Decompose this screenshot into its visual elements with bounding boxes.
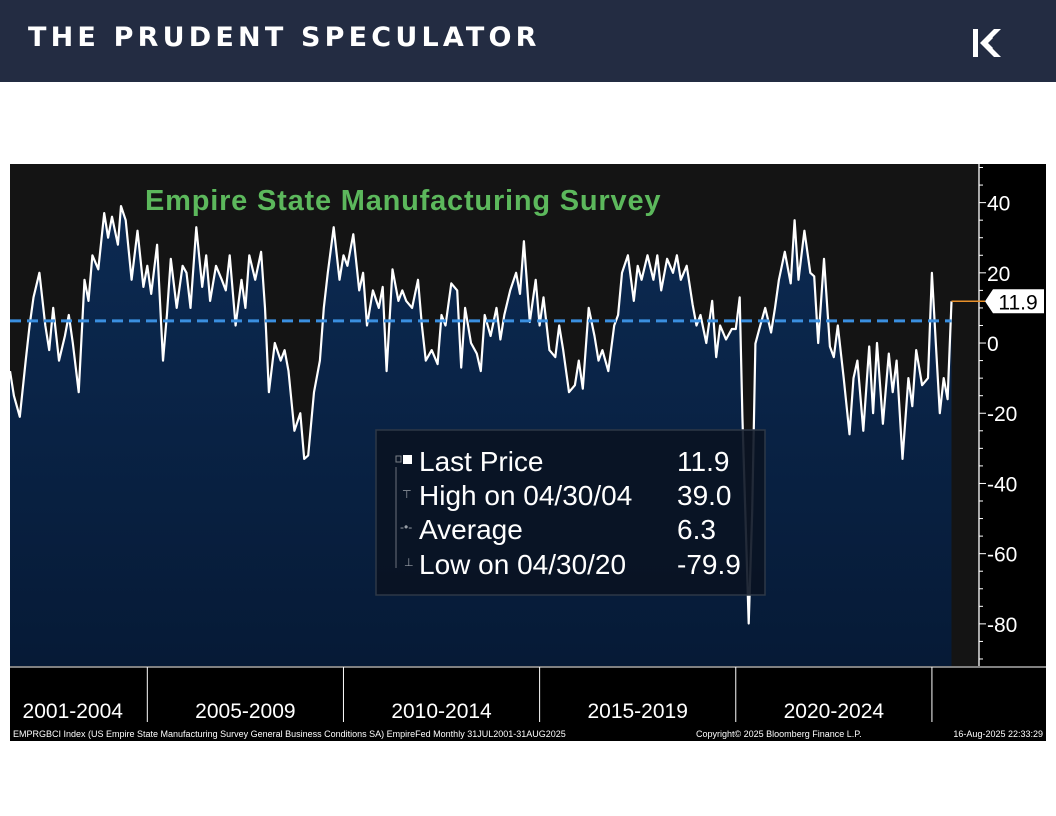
footer-source: EMPRGBCI Index (US Empire State Manufact… <box>13 729 566 739</box>
legend-value-high: 39.0 <box>677 480 732 511</box>
legend-box: ⊤ -•- ⊥ Last Price 11.9 High on 04/30/04… <box>375 429 766 596</box>
y-tick-label: -80 <box>987 614 1017 637</box>
legend-value-last: 11.9 <box>677 446 729 477</box>
y-tick-label: -60 <box>987 544 1017 567</box>
legend-label-high: High on 04/30/04 <box>419 480 632 511</box>
last-value-label: 11.9 <box>998 291 1037 314</box>
brand-title: THE PRUDENT SPECULATOR <box>28 22 541 53</box>
y-tick-label: -20 <box>987 403 1017 426</box>
legend-average-marker: -•- <box>400 520 412 534</box>
empire-state-chart: 40 20 0 -20 -40 -60 -80 2001-2004 2005-2009 2010… <box>8 164 1046 739</box>
y-tick-label: 0 <box>987 333 999 356</box>
x-period-label: 2010-2014 <box>391 700 492 723</box>
legend-last-marker <box>403 455 412 464</box>
header-bar: THE PRUDENT SPECULATOR <box>0 0 1056 82</box>
tps-monogram-icon <box>973 29 1001 57</box>
x-period-label: 2005-2009 <box>195 700 295 723</box>
series-line <box>8 204 953 625</box>
y-tick-label: -40 <box>987 473 1017 496</box>
legend-label-last: Last Price <box>419 446 544 477</box>
legend-low-marker: ⊥ <box>404 557 414 569</box>
x-period-label: 2001-2004 <box>23 700 124 723</box>
legend-value-low: -79.9 <box>677 549 741 580</box>
chart-panel: 40 20 0 -20 -40 -60 -80 2001-2004 2005-2009 2010… <box>8 164 1046 741</box>
x-period-label: 2020-2024 <box>784 700 885 723</box>
y-tick-label: 20 <box>987 263 1010 286</box>
y-tick-label: 40 <box>987 193 1010 216</box>
legend-value-average: 6.3 <box>677 514 716 545</box>
legend-high-marker: ⊤ <box>402 489 412 501</box>
footer-copyright: Copyright© 2025 Bloomberg Finance L.P. <box>696 729 862 739</box>
chart-title: Empire State Manufacturing Survey <box>145 185 661 217</box>
footer-timestamp: 16-Aug-2025 22:33:29 <box>953 729 1043 739</box>
legend-label-average: Average <box>419 514 523 545</box>
x-period-label: 2015-2019 <box>587 700 687 723</box>
legend-label-low: Low on 04/30/20 <box>419 549 626 580</box>
last-value-tag: 11.9 <box>951 289 1044 314</box>
